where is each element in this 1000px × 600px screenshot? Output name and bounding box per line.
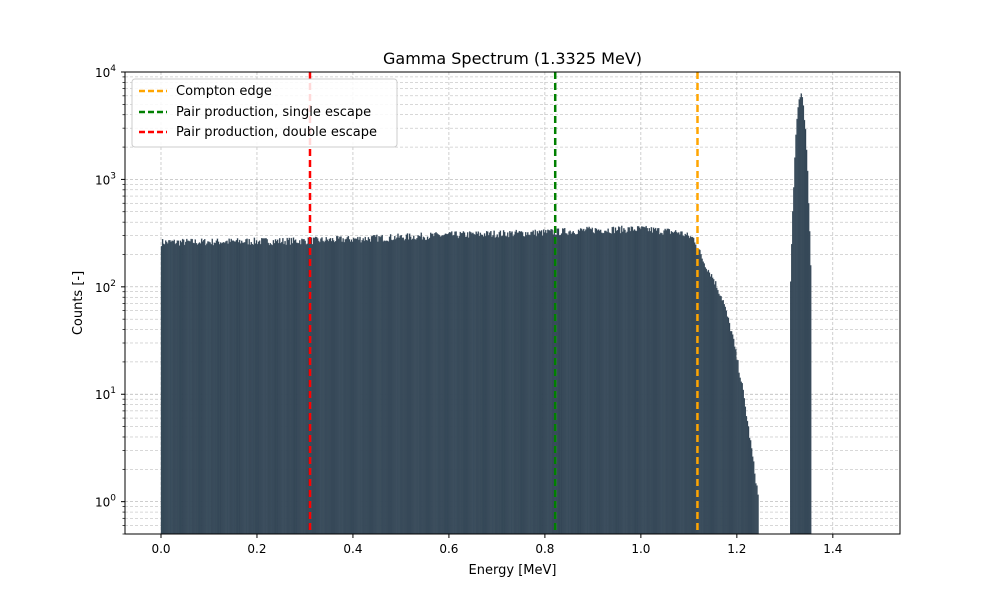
reference-lines <box>308 72 699 534</box>
histogram-bars <box>160 93 812 535</box>
plot-frame <box>124 71 901 535</box>
x-tick-label: 0.2 <box>247 542 266 556</box>
legend-label-compton-edge: Compton edge <box>176 84 272 99</box>
x-tick-label: 0.6 <box>439 542 458 556</box>
y-tick-label: 102 <box>95 279 116 295</box>
histogram-bar <box>810 265 812 535</box>
x-tick-label: 1.0 <box>631 542 650 556</box>
x-tick-label: 0.8 <box>535 542 554 556</box>
y-tick-label: 104 <box>95 64 116 80</box>
legend-box <box>131 78 398 148</box>
legend-label-double-escape: Pair production, double escape <box>176 125 377 140</box>
x-tick-label: 1.4 <box>823 542 842 556</box>
x-tick-label: 0.4 <box>343 542 362 556</box>
y-axis-ticks: 100 101 102 103 104 <box>95 64 125 535</box>
x-axis-label: Energy [MeV] <box>469 563 557 578</box>
y-tick-label: 103 <box>95 171 116 187</box>
y-axis-label: Counts [-] <box>71 271 86 335</box>
legend: Compton edge Pair production, single esc… <box>131 78 398 148</box>
x-tick-label: 1.2 <box>727 542 746 556</box>
histogram-bar <box>757 494 759 535</box>
x-tick-label: 0.0 <box>151 542 170 556</box>
legend-label-single-escape: Pair production, single escape <box>176 105 371 120</box>
y-tick-label: 101 <box>95 386 116 402</box>
y-tick-label: 100 <box>95 494 116 510</box>
chart-title: Gamma Spectrum (1.3325 MeV) <box>383 49 642 68</box>
x-axis-ticks: 0.0 0.2 0.4 0.6 0.8 1.0 1.2 1.4 <box>151 534 842 556</box>
